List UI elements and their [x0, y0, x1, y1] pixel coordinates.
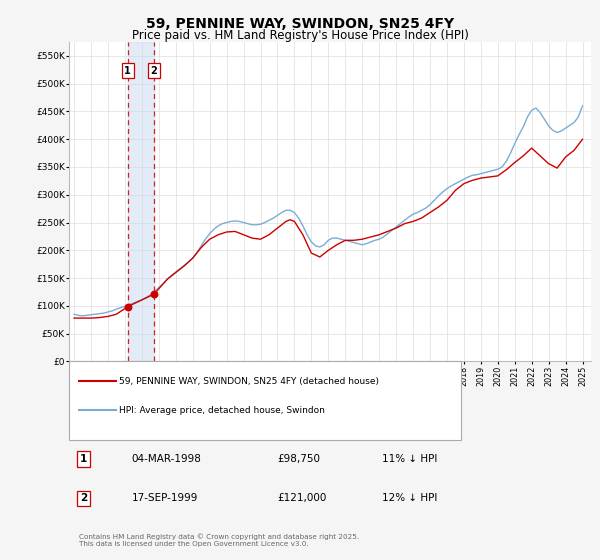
FancyBboxPatch shape — [69, 361, 461, 440]
Text: £98,750: £98,750 — [278, 454, 321, 464]
Point — [149, 290, 159, 298]
Text: £121,000: £121,000 — [278, 493, 327, 503]
Text: 2: 2 — [151, 66, 157, 76]
Text: 1: 1 — [80, 454, 87, 464]
Text: 04-MAR-1998: 04-MAR-1998 — [131, 454, 202, 464]
Text: 59, PENNINE WAY, SWINDON, SN25 4FY (detached house): 59, PENNINE WAY, SWINDON, SN25 4FY (deta… — [119, 376, 379, 385]
Text: Price paid vs. HM Land Registry's House Price Index (HPI): Price paid vs. HM Land Registry's House … — [131, 29, 469, 42]
Text: 12% ↓ HPI: 12% ↓ HPI — [382, 493, 437, 503]
Text: Contains HM Land Registry data © Crown copyright and database right 2025.
This d: Contains HM Land Registry data © Crown c… — [79, 534, 359, 547]
Text: HPI: Average price, detached house, Swindon: HPI: Average price, detached house, Swin… — [119, 406, 325, 415]
Text: 1: 1 — [124, 66, 131, 76]
Point — [123, 302, 133, 311]
Text: 11% ↓ HPI: 11% ↓ HPI — [382, 454, 437, 464]
Text: 2: 2 — [80, 493, 87, 503]
Text: 59, PENNINE WAY, SWINDON, SN25 4FY: 59, PENNINE WAY, SWINDON, SN25 4FY — [146, 17, 454, 31]
Text: 17-SEP-1999: 17-SEP-1999 — [131, 493, 198, 503]
Bar — [128, 42, 154, 361]
